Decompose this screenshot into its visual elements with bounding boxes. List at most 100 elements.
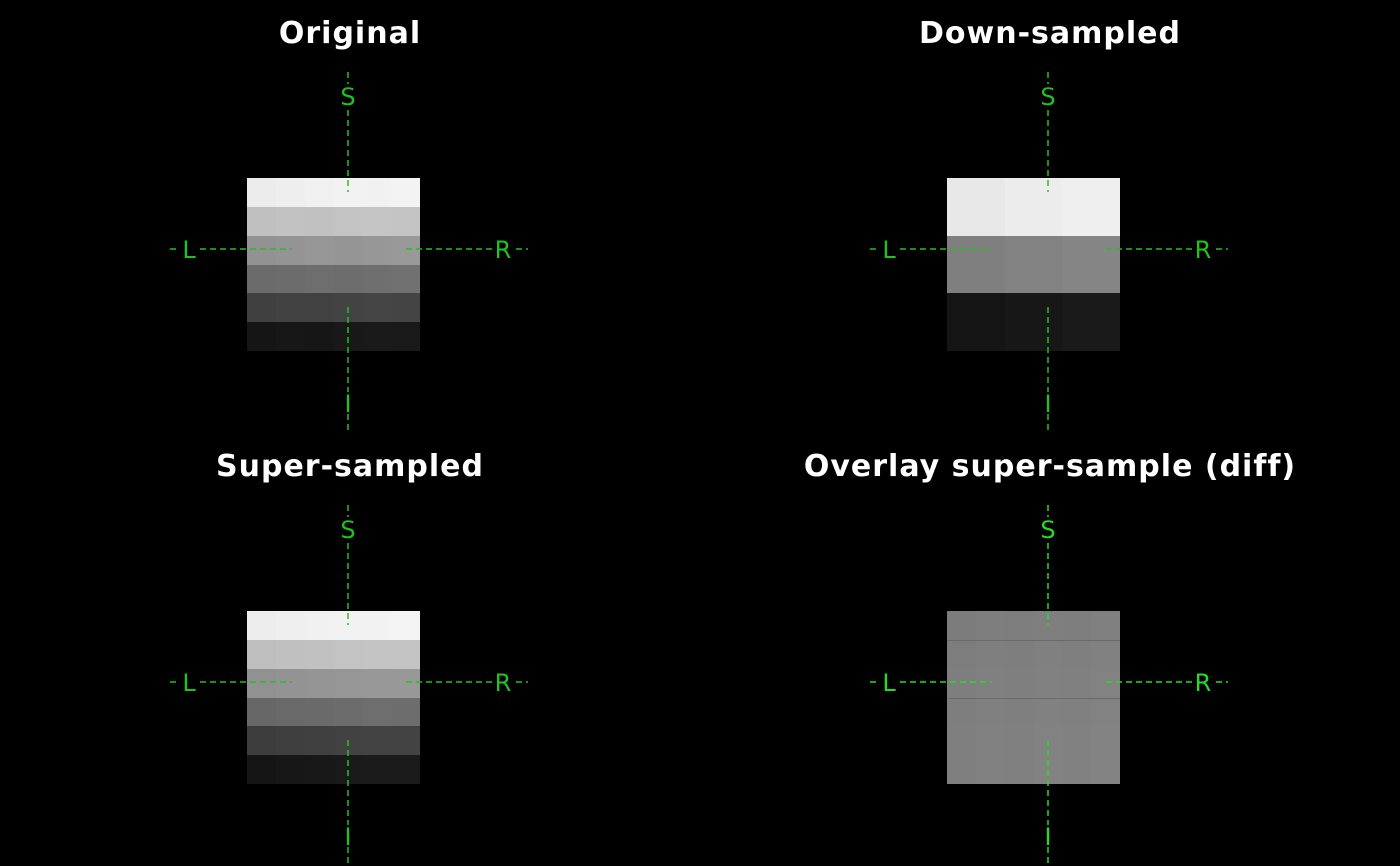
voxel [947, 669, 977, 699]
voxel [1005, 726, 1035, 756]
panel-overlay-diff: Overlay super-sample (diff) S I L R [700, 433, 1400, 866]
voxel [362, 755, 392, 784]
voxel [276, 322, 306, 351]
voxel [305, 755, 335, 784]
voxel [1005, 293, 1063, 351]
voxel [276, 726, 306, 756]
voxel [976, 611, 1006, 641]
voxel [305, 293, 335, 323]
voxel [947, 236, 1006, 294]
panel-title: Super-sampled [216, 449, 484, 484]
voxel [362, 265, 392, 294]
voxel [247, 322, 277, 351]
voxel [391, 178, 420, 208]
voxel [1091, 669, 1120, 699]
voxel [1005, 178, 1063, 237]
voxel [334, 726, 363, 756]
voxel [1005, 755, 1035, 784]
voxel [947, 293, 1006, 351]
voxel [276, 236, 306, 266]
voxel [976, 755, 1006, 784]
voxel [1091, 611, 1120, 641]
voxel [276, 293, 306, 323]
voxel [391, 293, 420, 323]
orientation-label-right: R [494, 236, 512, 264]
voxel [334, 236, 363, 266]
voxel [362, 669, 392, 699]
voxel [276, 698, 306, 727]
voxel [1034, 755, 1063, 784]
voxel [391, 640, 420, 670]
voxel [362, 207, 392, 237]
voxel [334, 265, 363, 294]
panel-title: Overlay super-sample (diff) [803, 449, 1297, 484]
voxel [1005, 669, 1035, 699]
voxel [305, 726, 335, 756]
voxel [247, 293, 277, 323]
voxel [247, 236, 277, 266]
orientation-label-superior: S [1040, 516, 1056, 544]
voxel [247, 207, 277, 237]
voxel [305, 265, 335, 294]
voxel [976, 698, 1006, 727]
panel-title: Down-sampled [919, 16, 1181, 51]
voxel [976, 669, 1006, 699]
voxel [1005, 611, 1035, 641]
voxel [1062, 755, 1092, 784]
voxel [247, 698, 277, 727]
orientation-label-superior: S [1040, 83, 1056, 111]
voxel [247, 640, 277, 670]
voxel [362, 236, 392, 266]
panel-original: Original S I L R [0, 0, 700, 433]
voxel [1062, 293, 1120, 351]
voxel [247, 611, 277, 641]
voxel [334, 611, 363, 641]
orientation-label-right: R [494, 669, 512, 697]
voxel [362, 640, 392, 670]
voxel [334, 322, 363, 351]
orientation-label-superior: S [340, 516, 356, 544]
voxel [1005, 236, 1063, 294]
voxel [334, 207, 363, 237]
voxel [305, 178, 335, 208]
voxel [391, 236, 420, 266]
voxel [391, 322, 420, 351]
voxel [362, 322, 392, 351]
voxel [305, 611, 335, 641]
voxel [947, 640, 977, 670]
voxel [276, 611, 306, 641]
voxel [334, 178, 363, 208]
voxel [1034, 640, 1063, 670]
slice-image [947, 178, 1120, 351]
voxel [362, 293, 392, 323]
voxel [276, 755, 306, 784]
voxel [947, 755, 977, 784]
voxel [1005, 640, 1035, 670]
voxel [1091, 640, 1120, 670]
orientation-label-inferior: I [1044, 823, 1052, 851]
voxel [1034, 669, 1063, 699]
voxel [976, 640, 1006, 670]
voxel [947, 178, 1006, 237]
voxel [1062, 698, 1092, 727]
voxel [1005, 698, 1035, 727]
voxel [1062, 726, 1092, 756]
slice-image [247, 178, 420, 351]
voxel [1062, 178, 1120, 237]
voxel [362, 698, 392, 727]
voxel [391, 726, 420, 756]
voxel [247, 669, 277, 699]
orientation-label-right: R [1194, 236, 1212, 264]
voxel [391, 207, 420, 237]
voxel [391, 611, 420, 641]
panel-super-sampled: Super-sampled S I L R [0, 433, 700, 866]
voxel [362, 178, 392, 208]
voxel [947, 698, 977, 727]
voxel [305, 207, 335, 237]
voxel [305, 669, 335, 699]
panel-title: Original [278, 16, 422, 51]
voxel [247, 755, 277, 784]
orientation-label-left: L [182, 669, 196, 697]
voxel [305, 322, 335, 351]
orientation-label-inferior: I [344, 390, 352, 418]
